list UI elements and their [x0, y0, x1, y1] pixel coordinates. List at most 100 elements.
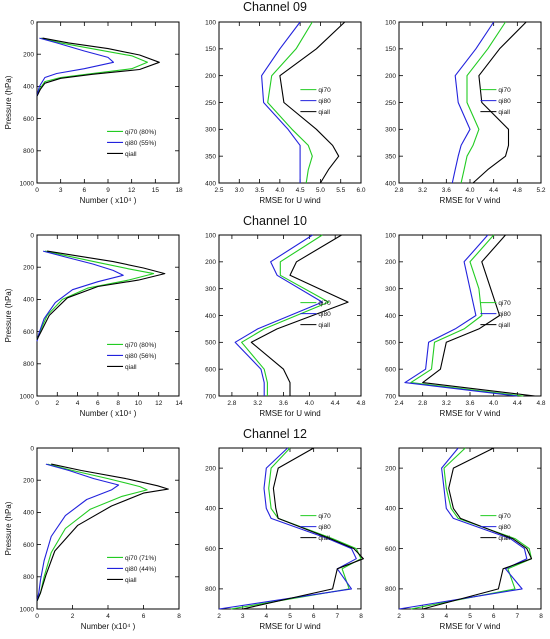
x-tick-label: 3.2: [253, 400, 262, 407]
y-tick-label: 400: [385, 313, 396, 320]
series-line-qiall: [279, 21, 346, 184]
y-tick-label: 700: [385, 393, 396, 400]
x-tick-label: 4: [76, 400, 80, 407]
y-tick-label: 150: [205, 46, 216, 53]
x-tick-label: 3.2: [442, 400, 451, 407]
x-tick-label: 5: [468, 613, 472, 620]
x-tick-label: 3.6: [442, 187, 451, 194]
series-line-qiall: [36, 463, 169, 602]
x-tick-label: 6: [142, 613, 146, 620]
y-tick-label: 200: [385, 73, 396, 80]
x-tick-label: 5.5: [336, 187, 345, 194]
y-tick-label: 300: [385, 127, 396, 134]
x-tick-label: 15: [152, 187, 160, 194]
x-tick-label: 2.4: [394, 400, 403, 407]
legend-label: qi70 (80%): [125, 129, 156, 136]
x-tick-label: 3.0: [235, 187, 244, 194]
x-axis-label: Number (x10⁴ ): [81, 622, 136, 631]
x-tick-label: 6: [96, 400, 100, 407]
y-tick-label: 200: [23, 478, 34, 485]
legend-label: qi70: [498, 513, 511, 520]
y-tick-label: 400: [385, 180, 396, 187]
x-tick-label: 3.6: [279, 400, 288, 407]
y-tick-label: 400: [205, 506, 216, 513]
x-tick-label: 3: [59, 187, 63, 194]
series-line-qi80: [36, 463, 120, 602]
y-tick-label: 0: [30, 445, 34, 452]
series-line-qi80: [218, 447, 357, 610]
panel-3: 2.8 3.2 3.6 4.0 4.4 4.8 5.2 100 150 200 250 300 350 4…: [385, 19, 546, 205]
legend-label: qi70 (71%): [125, 555, 156, 562]
plot-frame: [398, 234, 542, 397]
y-tick-label: 0: [30, 19, 34, 26]
x-tick-label: 6.0: [356, 187, 365, 194]
y-tick-label: 800: [205, 586, 216, 593]
y-tick-label: 400: [23, 84, 34, 91]
y-tick-label: 1000: [20, 393, 35, 400]
series-line-qi70: [410, 447, 533, 610]
series-line-qi80: [398, 447, 528, 610]
plot-frame: [398, 21, 542, 184]
y-tick-label: 400: [205, 313, 216, 320]
legend-label: qi70: [318, 513, 331, 520]
legend-label: qi70: [318, 87, 331, 94]
legend-label: qiall: [318, 322, 330, 329]
x-tick-label: 5.2: [536, 187, 545, 194]
y-tick-label: 500: [385, 340, 396, 347]
x-tick-label: 6: [83, 187, 87, 194]
y-tick-label: 100: [205, 232, 216, 239]
plot-frame: [36, 21, 180, 184]
y-tick-label: 400: [23, 297, 34, 304]
panel-1: 0 3 6 9 12 15 18 0 200 400 600 800 1000 Number ( x10⁴…: [4, 19, 183, 205]
legend-label: qiall: [498, 109, 510, 116]
y-tick-label: 600: [385, 366, 396, 373]
legend-label: qi70: [498, 87, 511, 94]
x-tick-label: 12: [128, 187, 136, 194]
x-tick-label: 2.8: [227, 400, 236, 407]
x-tick-label: 18: [175, 187, 183, 194]
x-tick-label: 2.8: [394, 187, 403, 194]
row-title-channel-10: Channel 10: [243, 214, 307, 228]
series-line-qi70: [36, 37, 148, 97]
plot-frame: [398, 447, 542, 610]
x-tick-label: 9: [106, 187, 110, 194]
series-line-qi80: [36, 250, 124, 342]
series-line-qi80: [36, 37, 115, 97]
x-tick-label: 4.4: [489, 187, 498, 194]
y-tick-label: 600: [23, 542, 34, 549]
legend-label: qi80: [318, 524, 331, 531]
y-tick-label: 100: [385, 19, 396, 26]
panel-8: 2 3 4 5 6 7 8 200 400 600 800 RMSE for U wind qi70 qi…: [205, 447, 364, 631]
x-tick-label: 2: [217, 613, 221, 620]
plot-frame: [36, 447, 180, 610]
x-tick-label: 0: [35, 187, 39, 194]
x-axis-label: RMSE for V wind: [440, 409, 501, 418]
x-axis-label: RMSE for U wind: [259, 196, 320, 205]
x-tick-label: 0: [35, 613, 39, 620]
y-tick-label: 150: [385, 46, 396, 53]
x-axis-label: RMSE for V wind: [440, 622, 501, 631]
y-tick-label: 600: [385, 546, 396, 553]
legend-label: qiall: [125, 364, 137, 371]
x-tick-label: 4.8: [513, 187, 522, 194]
x-tick-label: 4: [265, 613, 269, 620]
y-tick-label: 100: [205, 19, 216, 26]
y-tick-label: 700: [205, 393, 216, 400]
y-tick-label: 600: [205, 546, 216, 553]
x-tick-label: 4.8: [536, 400, 545, 407]
y-tick-label: 500: [205, 340, 216, 347]
x-tick-label: 2: [71, 613, 75, 620]
y-axis-label: Pressure (hPa): [4, 75, 13, 129]
x-tick-label: 3: [241, 613, 245, 620]
series-line-qiall: [242, 447, 364, 610]
series-line-qi70: [36, 250, 155, 340]
y-tick-label: 200: [23, 52, 34, 59]
y-tick-label: 300: [205, 127, 216, 134]
x-tick-label: 2.8: [418, 400, 427, 407]
legend-label: qi80: [318, 98, 331, 105]
y-tick-label: 300: [385, 286, 396, 293]
series-line-qi70: [460, 21, 506, 184]
legend-label: qi80 (55%): [125, 140, 156, 147]
